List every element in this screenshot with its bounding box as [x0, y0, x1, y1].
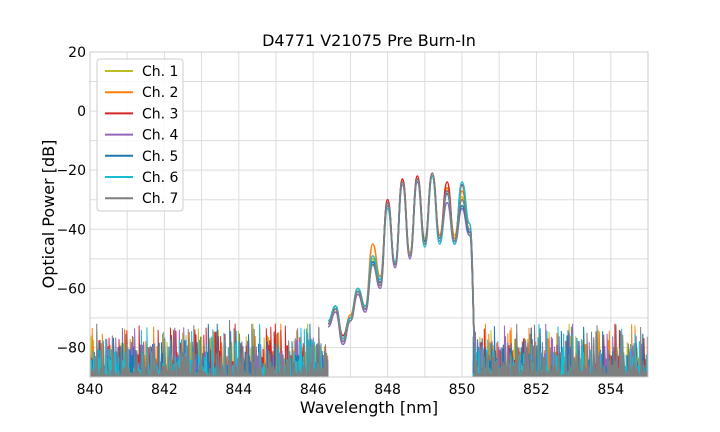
y-tick-labels: 20 0 −20 −40 −60 −80 — [56, 45, 86, 356]
series-line — [327, 172, 478, 377]
x-tick-labels: 840 842 844 846 848 850 852 854 — [77, 382, 625, 398]
x-tick-label: 846 — [300, 382, 327, 398]
y-tick-label: −40 — [56, 222, 86, 238]
legend-entry: Ch. 5 — [142, 149, 178, 165]
noise-trace — [90, 319, 329, 377]
y-tick-label: −80 — [56, 340, 86, 356]
legend-entry: Ch. 3 — [142, 106, 178, 122]
legend-entry: Ch. 7 — [142, 191, 178, 207]
noise-floor-layer — [90, 319, 648, 377]
x-tick-label: 844 — [225, 382, 252, 398]
legend-box — [96, 58, 184, 212]
x-axis-label: Wavelength [nm] — [300, 398, 438, 417]
legend-entry: Ch. 6 — [142, 170, 179, 186]
legend: Ch. 1 Ch. 2 Ch. 3 Ch. 4 Ch. 5 Ch. 6 Ch. 7 — [96, 58, 184, 212]
legend-entry: Ch. 1 — [142, 64, 178, 80]
series-layer — [327, 172, 478, 377]
y-tick-label: −20 — [56, 163, 86, 179]
noise-trace — [90, 323, 329, 377]
x-tick-label: 848 — [374, 382, 401, 398]
chart-title: D4771 V21075 Pre Burn-In — [262, 31, 476, 50]
y-axis-label: Optical Power [dB] — [39, 140, 58, 289]
x-tick-label: 842 — [151, 382, 178, 398]
y-tick-label: 0 — [77, 104, 86, 120]
x-tick-label: 854 — [597, 382, 624, 398]
x-tick-label: 852 — [523, 382, 550, 398]
x-tick-label: 840 — [77, 382, 104, 398]
legend-entry: Ch. 4 — [142, 128, 179, 144]
legend-entry: Ch. 2 — [142, 85, 178, 101]
y-tick-label: 20 — [68, 45, 86, 61]
plot-frame — [89, 51, 649, 378]
y-tick-label: −60 — [56, 281, 86, 297]
x-tick-label: 850 — [449, 382, 476, 398]
